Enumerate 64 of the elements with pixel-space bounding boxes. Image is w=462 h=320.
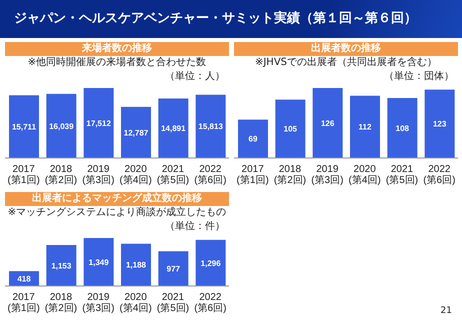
data-label: 1,296 <box>200 258 222 268</box>
x-tick-label: 2022 (第6回) <box>423 164 456 186</box>
data-label: 12,787 <box>124 128 149 138</box>
bar <box>387 98 418 158</box>
x-tick-label: 2017 (第1回) <box>8 292 40 314</box>
x-tick-label: 2017 (第1回) <box>236 164 269 186</box>
x-tick-label: 2022 (第6回) <box>194 164 226 186</box>
x-tick-label: 2021 (第5回) <box>386 164 418 186</box>
x-tick-label: 2018 (第2回) <box>44 164 78 186</box>
x-tick-label: 2019 (第3回) <box>82 292 114 314</box>
data-label: 15,813 <box>198 122 224 132</box>
text: 21 <box>440 306 452 316</box>
y-axis-title: （単位：人） <box>164 70 226 84</box>
bar <box>9 95 39 158</box>
bar <box>196 240 226 286</box>
data-label: 112 <box>358 122 372 132</box>
x-tick-label: 2019 (第3回) <box>311 164 344 186</box>
data-label: 15,711 <box>12 122 37 132</box>
data-label: 105 <box>284 124 298 134</box>
x-tick-label: 2020 (第4回) <box>120 164 152 186</box>
bar <box>121 106 151 158</box>
data-label: 1,153 <box>51 261 72 270</box>
x-tick-label: 2018 (第2回) <box>274 164 306 186</box>
bar <box>121 244 151 286</box>
bar <box>238 120 268 158</box>
bar <box>46 94 76 158</box>
bar <box>196 94 226 158</box>
x-tick-label: 2022 (第6回) <box>194 292 226 314</box>
bar <box>84 238 114 286</box>
bar <box>158 251 188 286</box>
x-tick-label: 2018 (第2回) <box>44 292 78 314</box>
x-tick-label: 2021 (第5回) <box>156 292 190 314</box>
bar <box>46 244 76 286</box>
y-axis-title: （単位：件） <box>164 220 226 234</box>
text: ジャパン・ヘルスケアベンチャー・サミット実績（第１回～第６回） <box>0 0 462 38</box>
data-label: 1,188 <box>126 260 147 270</box>
bar <box>312 88 343 158</box>
bar <box>424 90 455 158</box>
chart-subtitle: ※JHVSでの出展者（共同出展者を含む） <box>254 56 438 70</box>
chart-title: 出展者によるマッチング成立数の推移 <box>5 192 229 206</box>
bar <box>275 100 306 158</box>
data-label: 16,039 <box>49 122 74 131</box>
x-tick-label: 2020 (第4回) <box>120 292 152 314</box>
bar <box>350 96 380 158</box>
data-label: 108 <box>396 124 410 133</box>
chart-subtitle: ※他同時開催展の来場者数と合わせた数 <box>26 56 208 70</box>
y-axis-title: （単位：団体） <box>383 70 455 84</box>
x-tick-label: 2021 (第5回) <box>156 164 190 186</box>
data-label: 418 <box>17 274 32 284</box>
data-label: 126 <box>320 118 335 128</box>
data-label: 977 <box>166 264 181 274</box>
bar <box>84 88 114 158</box>
x-tick-label: 2017 (第1回) <box>8 164 40 186</box>
data-label: 123 <box>432 120 447 129</box>
data-label: 69 <box>248 134 258 144</box>
data-label: 1,349 <box>88 258 110 267</box>
bar <box>158 98 188 158</box>
chart-title: 出展者数の推移 <box>234 42 458 56</box>
chart-title: 来場者数の推移 <box>5 42 229 56</box>
chart-subtitle: ※マッチングシステムにより商談が成立したもの <box>6 206 228 220</box>
data-label: 17,512 <box>86 118 112 128</box>
data-label: 14,891 <box>161 124 186 134</box>
x-tick-label: 2019 (第3回) <box>82 164 114 186</box>
x-tick-label: 2020 (第4回) <box>348 164 381 186</box>
